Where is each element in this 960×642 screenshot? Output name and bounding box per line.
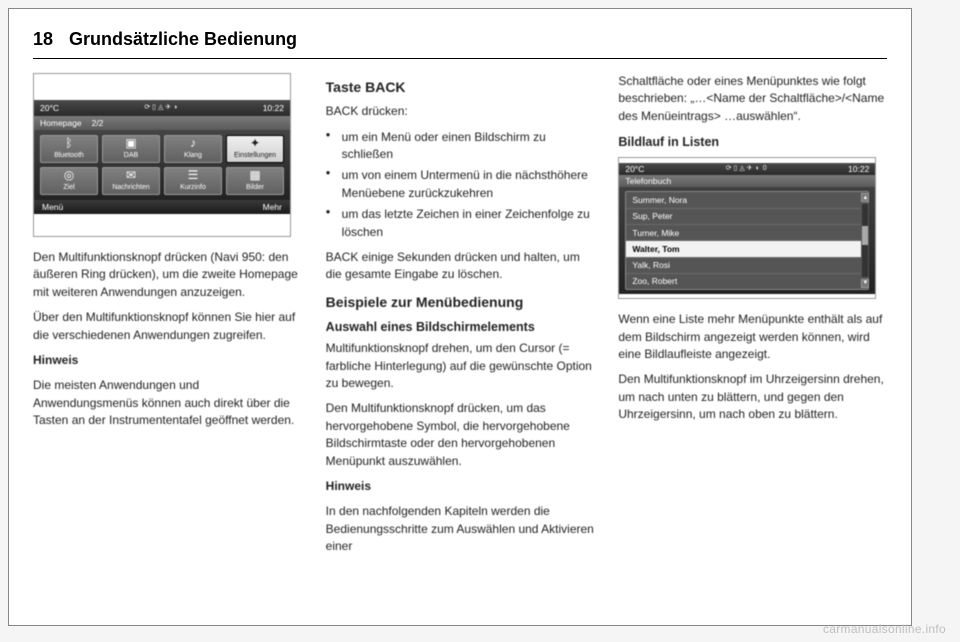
scroll-down-icon[interactable]: ▼: [861, 279, 869, 288]
list-item[interactable]: Zoo, Robert: [626, 274, 868, 289]
list-item[interactable]: Sup, Peter: [626, 209, 868, 225]
klang-icon: ♪: [190, 137, 196, 149]
home-tile-bilder[interactable]: ▦ Bilder: [226, 167, 284, 195]
body-text: Den Multifunktionsknopf drücken, um das …: [326, 400, 595, 470]
footer-bar: Menü Mehr: [34, 200, 290, 214]
list-item[interactable]: Turner, Mike: [626, 225, 868, 241]
home-tile-nachrichten[interactable]: ✉ Nachrichten: [102, 167, 160, 195]
infotainment-screenshot-homepage: 20°C ⟳ ▯ ◬ ✈ ◑ 10:22 Homepage 2/2 ᛒ Bluet…: [33, 73, 291, 237]
status-temp: 20°C: [625, 163, 644, 175]
home-tile-einstellungen[interactable]: ✦ Einstellungen: [226, 135, 284, 163]
note-label: Hinweis: [326, 478, 595, 495]
status-icons: ⟳ ▯ ◬ ✈ ◑ 0: [726, 164, 767, 174]
heading-select: Auswahl eines Bildschirmelements: [326, 318, 595, 336]
home-tile-kurzinfo[interactable]: ☰ Kurzinfo: [164, 167, 222, 195]
home-grid: ᛒ Bluetooth ▣ DAB ♪ Klang ✦ Einstellungen ◎ Ziel ✉…: [34, 130, 290, 200]
footer-left[interactable]: Menü: [42, 201, 63, 213]
column-1: 20°C ⟳ ▯ ◬ ✈ ◑ 10:22 Homepage 2/2 ᛒ Bluet…: [33, 73, 302, 613]
page: 18 Grundsätzliche Bedienung 20°C ⟳ ▯ ◬ ✈…: [8, 8, 912, 626]
screen-title: Telefonbuch: [625, 175, 671, 187]
infotainment-screenshot-telefonbuch: 20°C ⟳ ▯ ◬ ✈ ◑ 0 10:22 Telefonbuch Summe…: [618, 157, 876, 299]
note-label: Hinweis: [33, 352, 302, 369]
body-text: BACK einige Sekunden drücken und halten,…: [326, 249, 595, 284]
note-body: In den nachfolgenden Kapiteln werden die…: [326, 503, 595, 555]
nachrichten-icon: ✉: [126, 169, 136, 181]
status-bar: 20°C ⟳ ▯ ◬ ✈ ◑ 0 10:22: [619, 163, 875, 175]
body-text: Schaltfläche oder eines Menüpunktes wie …: [618, 73, 887, 125]
body-text: Über den Multifunktionsknopf können Sie …: [33, 309, 302, 344]
columns: 20°C ⟳ ▯ ◬ ✈ ◑ 10:22 Homepage 2/2 ᛒ Bluet…: [33, 73, 887, 613]
bilder-icon: ▦: [249, 169, 260, 181]
contact-list: Summer, NoraSup, PeterTurner, MikeWalter…: [625, 191, 869, 290]
list-item[interactable]: Walter, Tom: [626, 241, 868, 257]
status-time: 10:22: [263, 102, 284, 114]
home-tile-ziel[interactable]: ◎ Ziel: [40, 167, 98, 195]
status-temp: 20°C: [40, 102, 59, 114]
home-tile-bluetooth[interactable]: ᛒ Bluetooth: [40, 135, 98, 163]
heading-back: Taste BACK: [326, 77, 595, 97]
section-title: Grundsätzliche Bedienung: [69, 29, 297, 50]
dab-icon: ▣: [125, 137, 136, 149]
heading-examples: Beispiele zur Menübedienung: [326, 292, 595, 312]
list-item[interactable]: Yalk, Rosi: [626, 258, 868, 274]
screen-pager: 2/2: [92, 117, 104, 129]
scroll-track[interactable]: [861, 203, 869, 278]
status-icons: ⟳ ▯ ◬ ✈ ◑: [144, 103, 177, 113]
back-lead: BACK drücken:: [326, 103, 595, 120]
list-item[interactable]: Summer, Nora: [626, 192, 868, 208]
screen-title: Homepage: [40, 117, 82, 129]
scrollbar[interactable]: ▲ ▼: [861, 193, 869, 288]
body-text: Den Multifunktionsknopf drücken (Navi 95…: [33, 249, 302, 301]
einstellungen-icon: ✦: [250, 137, 260, 149]
list-body: Summer, NoraSup, PeterTurner, MikeWalter…: [619, 187, 875, 294]
footer-right[interactable]: Mehr: [263, 201, 282, 213]
tile-label: Einstellungen: [234, 151, 276, 161]
heading-scroll: Bildlauf in Listen: [618, 133, 887, 151]
body-text: Multifunktionsknopf drehen, um den Curso…: [326, 340, 595, 392]
scroll-thumb[interactable]: [862, 226, 868, 245]
tile-label: Bluetooth: [54, 151, 84, 161]
body-text: Den Multifunktionsknopf im Uhrzeigersinn…: [618, 371, 887, 423]
tile-label: DAB: [124, 151, 138, 161]
column-2: Taste BACK BACK drücken: um ein Menü ode…: [326, 73, 595, 613]
status-badge: 0: [763, 164, 767, 174]
page-header: 18 Grundsätzliche Bedienung: [33, 29, 887, 50]
kurzinfo-icon: ☰: [188, 169, 199, 181]
tile-label: Bilder: [246, 183, 264, 193]
title-bar: Homepage 2/2: [34, 116, 290, 130]
home-tile-klang[interactable]: ♪ Klang: [164, 135, 222, 163]
watermark: carmanualsonline.info: [823, 622, 946, 636]
home-tile-dab[interactable]: ▣ DAB: [102, 135, 160, 163]
back-bullets: um ein Menü oder einen Bildschirm zu sch…: [326, 129, 595, 241]
bullet-item: um von einem Untermenü in die nächsthöhe…: [326, 167, 595, 202]
note-body: Die meisten Anwendungen und Anwendungsme…: [33, 377, 302, 429]
status-time: 10:22: [848, 163, 869, 175]
bluetooth-icon: ᛒ: [65, 137, 72, 149]
tile-label: Klang: [184, 151, 202, 161]
tile-label: Nachrichten: [112, 183, 149, 193]
bullet-item: um das letzte Zeichen in einer Zeichenfo…: [326, 206, 595, 241]
column-3: Schaltfläche oder eines Menüpunktes wie …: [618, 73, 887, 613]
tile-label: Kurzinfo: [180, 183, 206, 193]
title-bar: Telefonbuch: [619, 175, 875, 187]
ziel-icon: ◎: [64, 169, 74, 181]
header-rule: [33, 58, 887, 59]
body-text: Wenn eine Liste mehr Menüpunkte enthält …: [618, 311, 887, 363]
bullet-item: um ein Menü oder einen Bildschirm zu sch…: [326, 129, 595, 164]
tile-label: Ziel: [63, 183, 74, 193]
status-bar: 20°C ⟳ ▯ ◬ ✈ ◑ 10:22: [34, 100, 290, 116]
page-number: 18: [33, 29, 53, 50]
scroll-up-icon[interactable]: ▲: [861, 193, 869, 202]
